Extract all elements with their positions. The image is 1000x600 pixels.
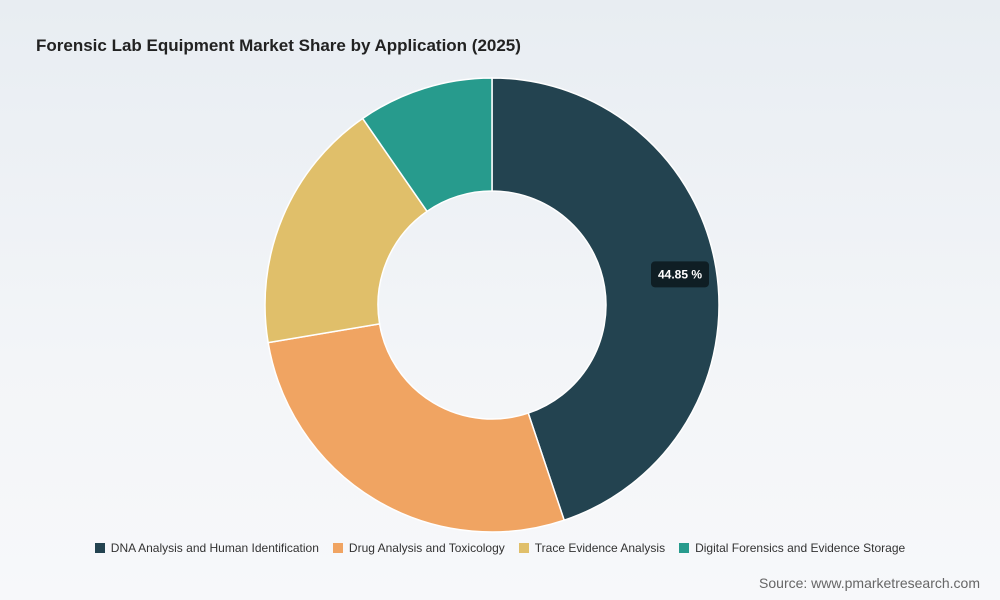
legend-label: DNA Analysis and Human Identification xyxy=(110,541,319,555)
legend-label: Digital Forensics and Evidence Storage xyxy=(695,541,906,555)
donut-slice-4[interactable] xyxy=(361,77,493,213)
chart-legend: DNA Analysis and Human Identification Dru… xyxy=(0,541,1000,555)
legend-swatch xyxy=(332,543,343,553)
donut-slice-2[interactable] xyxy=(267,323,566,533)
legend-item-2[interactable]: Drug Analysis and Toxicology xyxy=(332,541,505,555)
donut-slice-1[interactable] xyxy=(491,77,720,522)
legend-label: Drug Analysis and Toxicology xyxy=(348,541,505,555)
legend-item-4[interactable]: Digital Forensics and Evidence Storage xyxy=(679,541,905,555)
data-label-box xyxy=(651,261,710,288)
legend-item-3[interactable]: Trace Evidence Analysis xyxy=(518,541,666,555)
legend-swatch xyxy=(518,543,529,553)
legend-swatch xyxy=(94,543,105,553)
donut-slice-3[interactable] xyxy=(264,117,429,344)
chart-title: Forensic Lab Equipment Market Share by A… xyxy=(36,36,521,55)
legend-label: Trace Evidence Analysis xyxy=(534,541,666,555)
legend-swatch xyxy=(679,543,690,553)
data-label-1: 44.85 % xyxy=(651,261,710,288)
data-label-text: 44.85 % xyxy=(658,267,702,281)
source-note: Source: www.pmarketresearch.com xyxy=(759,575,980,591)
legend-item-1[interactable]: DNA Analysis and Human Identification xyxy=(94,541,319,555)
